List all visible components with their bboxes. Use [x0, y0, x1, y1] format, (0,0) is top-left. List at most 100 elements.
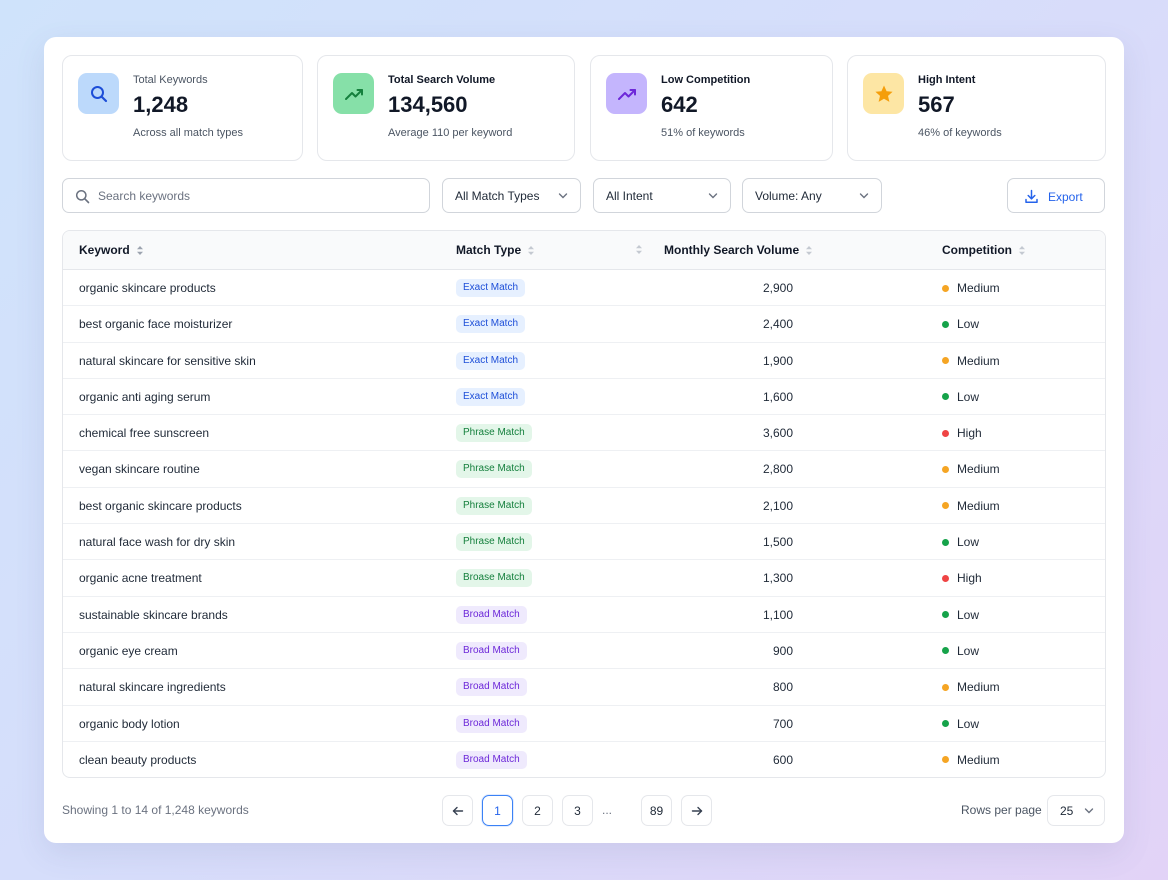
volume-cell: 1,500	[762, 535, 793, 550]
table-row[interactable]: vegan skincare routine Phrase Match 2,800 M…	[63, 451, 1105, 488]
keywords-table: Keyword Match Type Monthly Search Volume…	[62, 230, 1106, 778]
stat-value: 642	[661, 92, 698, 117]
table-row[interactable]: natural skincare for sensitive skin Exact…	[63, 343, 1105, 379]
competition-cell: Medium	[942, 680, 1000, 694]
competition-dot	[942, 429, 949, 437]
header-keyword[interactable]: Keyword	[79, 243, 144, 257]
competition-label: Medium	[957, 281, 1000, 295]
volume-cell: 1,100	[762, 607, 793, 622]
volume-cell: 2,400	[762, 317, 793, 332]
dropdown-label: Volume: Any	[755, 188, 822, 203]
table-row[interactable]: organic eye cream Broad Match 900 Low	[63, 633, 1105, 670]
header-competition[interactable]: Competition	[942, 243, 1026, 257]
stat-icon-box	[606, 73, 647, 114]
competition-dot	[942, 320, 949, 328]
trending-up-icon	[617, 88, 636, 100]
keyword-cell: natural skincare for sensitive skin	[79, 353, 256, 368]
keyword-cell: clean beauty products	[79, 752, 197, 767]
competition-dot	[942, 538, 949, 546]
competition-dot	[942, 284, 949, 292]
competition-cell: Medium	[942, 462, 1000, 476]
search-input[interactable]	[98, 187, 418, 205]
table-row[interactable]: organic body lotion Broad Match 700 Low	[63, 706, 1105, 742]
volume-dropdown[interactable]: Volume: Any	[742, 178, 882, 213]
header-label: Match Type	[456, 243, 522, 257]
competition-cell: Medium	[942, 753, 1000, 767]
page-button-3[interactable]: 3	[562, 795, 593, 826]
table-row[interactable]: natural skincare ingredients Broad Match 8…	[63, 669, 1105, 706]
competition-cell: Low	[942, 535, 979, 549]
prev-page-button[interactable]	[442, 795, 473, 826]
competition-dot	[942, 393, 949, 401]
volume-cell: 1,900	[762, 353, 793, 368]
sort-icon[interactable]	[635, 244, 643, 255]
arrow-left-icon	[452, 806, 463, 815]
header-match-type[interactable]: Match Type	[456, 243, 535, 257]
competition-label: High	[957, 571, 982, 586]
competition-label: Low	[957, 716, 980, 731]
volume-cell: 2,800	[762, 462, 793, 477]
chevron-down-icon	[859, 193, 869, 199]
match-type-dropdown[interactable]: All Match Types	[442, 178, 581, 213]
table-row[interactable]: organic anti aging serum Exact Match 1,600…	[63, 379, 1105, 416]
intent-dropdown[interactable]: All Intent	[593, 178, 731, 213]
page-button-2[interactable]: 2	[522, 795, 553, 826]
match-type-badge: Exact Match	[456, 315, 526, 334]
table-row[interactable]: chemical free sunscreen Phrase Match 3,600…	[63, 415, 1105, 452]
volume-cell: 2,900	[762, 281, 793, 295]
volume-cell: 3,600	[762, 426, 793, 441]
volume-cell: 700	[772, 716, 793, 731]
stat-label: Total Search Volume	[388, 74, 496, 86]
keyword-cell: best organic face moisturizer	[79, 317, 233, 332]
table-row[interactable]: organic skincare products Exact Match 2,90…	[63, 270, 1105, 307]
match-type-badge: Broase Match	[456, 569, 532, 588]
keyword-cell: natural face wash for dry skin	[79, 535, 236, 550]
search-box[interactable]	[62, 178, 430, 213]
table-header: Keyword Match Type Monthly Search Volume…	[63, 231, 1105, 270]
sort-icon	[136, 245, 143, 255]
table-body: organic skincare products Exact Match 2,90…	[63, 270, 1105, 777]
table-row[interactable]: best organic face moisturizer Exact Match…	[63, 306, 1105, 343]
keyword-cell: organic skincare products	[79, 281, 216, 295]
match-type-badge: Broad Match	[456, 714, 527, 733]
header-monthly-search-volume[interactable]: Monthly Search Volume	[664, 243, 813, 257]
sort-icon	[1019, 245, 1025, 255]
competition-cell: Low	[942, 717, 979, 731]
volume-cell: 2,100	[762, 498, 793, 513]
rows-per-page-select[interactable]: 25	[1047, 795, 1105, 826]
page-button-last[interactable]: 89	[641, 795, 672, 826]
chevron-down-icon	[558, 193, 568, 199]
dropdown-label: All Match Types	[455, 188, 540, 203]
stat-sub: Across all match types	[133, 127, 244, 139]
keyword-cell: organic body lotion	[79, 716, 180, 731]
match-type-badge: Exact Match	[456, 387, 526, 406]
keyword-cell: organic eye cream	[79, 643, 178, 658]
stat-card-low-competition: Low Competition 642 51% of keywords	[590, 55, 833, 161]
table-row[interactable]: sustainable skincare brands Broad Match 1,…	[63, 597, 1105, 633]
competition-cell: Low	[942, 608, 979, 622]
download-icon	[1025, 189, 1038, 203]
table-row[interactable]: natural face wash for dry skin Phrase Mat…	[63, 524, 1105, 561]
keyword-cell: chemical free sunscreen	[79, 426, 210, 441]
export-button[interactable]: Export	[1007, 178, 1105, 213]
table-row[interactable]: clean beauty products Broad Match 600 Mediu…	[63, 742, 1105, 777]
competition-cell: High	[942, 571, 982, 585]
keyword-cell: best organic skincare products	[79, 498, 242, 513]
stat-icon-box	[333, 73, 374, 114]
competition-cell: Low	[942, 644, 979, 658]
match-type-badge: Phrase Match	[456, 533, 532, 552]
page-button-1[interactable]: 1	[482, 795, 513, 826]
trending-up-icon	[344, 88, 363, 100]
stat-value: 1,248	[133, 92, 189, 117]
match-type-badge: Exact Match	[456, 351, 526, 370]
keyword-cell: organic anti aging serum	[79, 389, 211, 404]
table-row[interactable]: organic acne treatment Broase Match 1,300 H…	[63, 560, 1105, 597]
volume-cell: 1,300	[762, 571, 793, 586]
table-row[interactable]: best organic skincare products Phrase Mat…	[63, 488, 1105, 525]
competition-cell: Medium	[942, 499, 1000, 513]
volume-cell: 600	[772, 752, 793, 767]
volume-cell: 800	[772, 680, 793, 695]
keyword-cell: natural skincare ingredients	[79, 680, 226, 695]
next-page-button[interactable]	[681, 795, 712, 826]
competition-dot	[942, 502, 949, 510]
